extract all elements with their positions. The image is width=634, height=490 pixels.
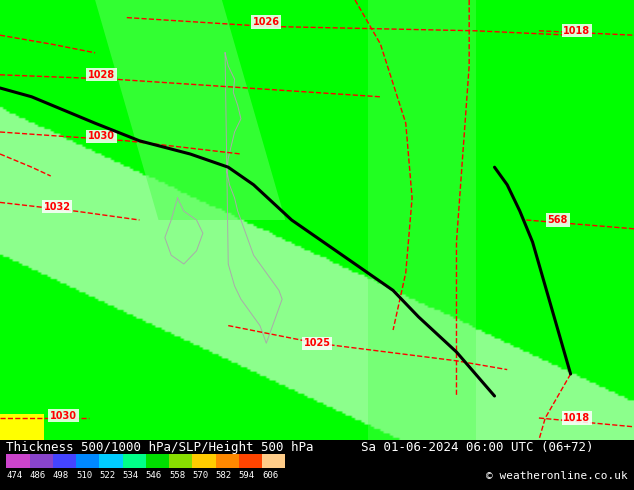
- Text: 1025: 1025: [304, 338, 330, 348]
- Bar: [122, 454, 146, 468]
- Bar: [100, 454, 122, 468]
- Bar: [216, 454, 239, 468]
- Text: 570: 570: [192, 471, 209, 480]
- Bar: [169, 454, 192, 468]
- Bar: [192, 454, 216, 468]
- Text: 522: 522: [100, 471, 115, 480]
- Text: 1026: 1026: [253, 17, 280, 27]
- Text: 1030: 1030: [50, 411, 77, 421]
- Text: © weatheronline.co.uk: © weatheronline.co.uk: [486, 471, 628, 481]
- Text: 558: 558: [169, 471, 185, 480]
- Bar: [146, 454, 169, 468]
- Text: 1018: 1018: [564, 26, 590, 36]
- Bar: [76, 454, 100, 468]
- Bar: [0, 414, 44, 440]
- Text: Thickness 500/1000 hPa/SLP/Height 500 hPa: Thickness 500/1000 hPa/SLP/Height 500 hP…: [6, 441, 314, 454]
- Text: 1032: 1032: [44, 202, 70, 212]
- Polygon shape: [95, 0, 285, 220]
- Text: 486: 486: [30, 471, 46, 480]
- Text: 546: 546: [146, 471, 162, 480]
- Text: 568: 568: [548, 215, 568, 225]
- Text: 606: 606: [262, 471, 278, 480]
- Text: 1028: 1028: [88, 70, 115, 80]
- Bar: [30, 454, 53, 468]
- Text: 474: 474: [6, 471, 22, 480]
- Text: 582: 582: [216, 471, 231, 480]
- Text: Sa 01-06-2024 06:00 UTC (06+72): Sa 01-06-2024 06:00 UTC (06+72): [361, 441, 594, 454]
- Bar: [6, 454, 30, 468]
- Bar: [239, 454, 262, 468]
- Bar: [262, 454, 285, 468]
- Text: 594: 594: [239, 471, 255, 480]
- Text: 510: 510: [76, 471, 92, 480]
- Bar: [53, 454, 76, 468]
- Text: 498: 498: [53, 471, 69, 480]
- Text: 1018: 1018: [564, 413, 590, 423]
- Text: 534: 534: [122, 471, 139, 480]
- Text: 1030: 1030: [88, 131, 115, 142]
- Polygon shape: [368, 0, 476, 440]
